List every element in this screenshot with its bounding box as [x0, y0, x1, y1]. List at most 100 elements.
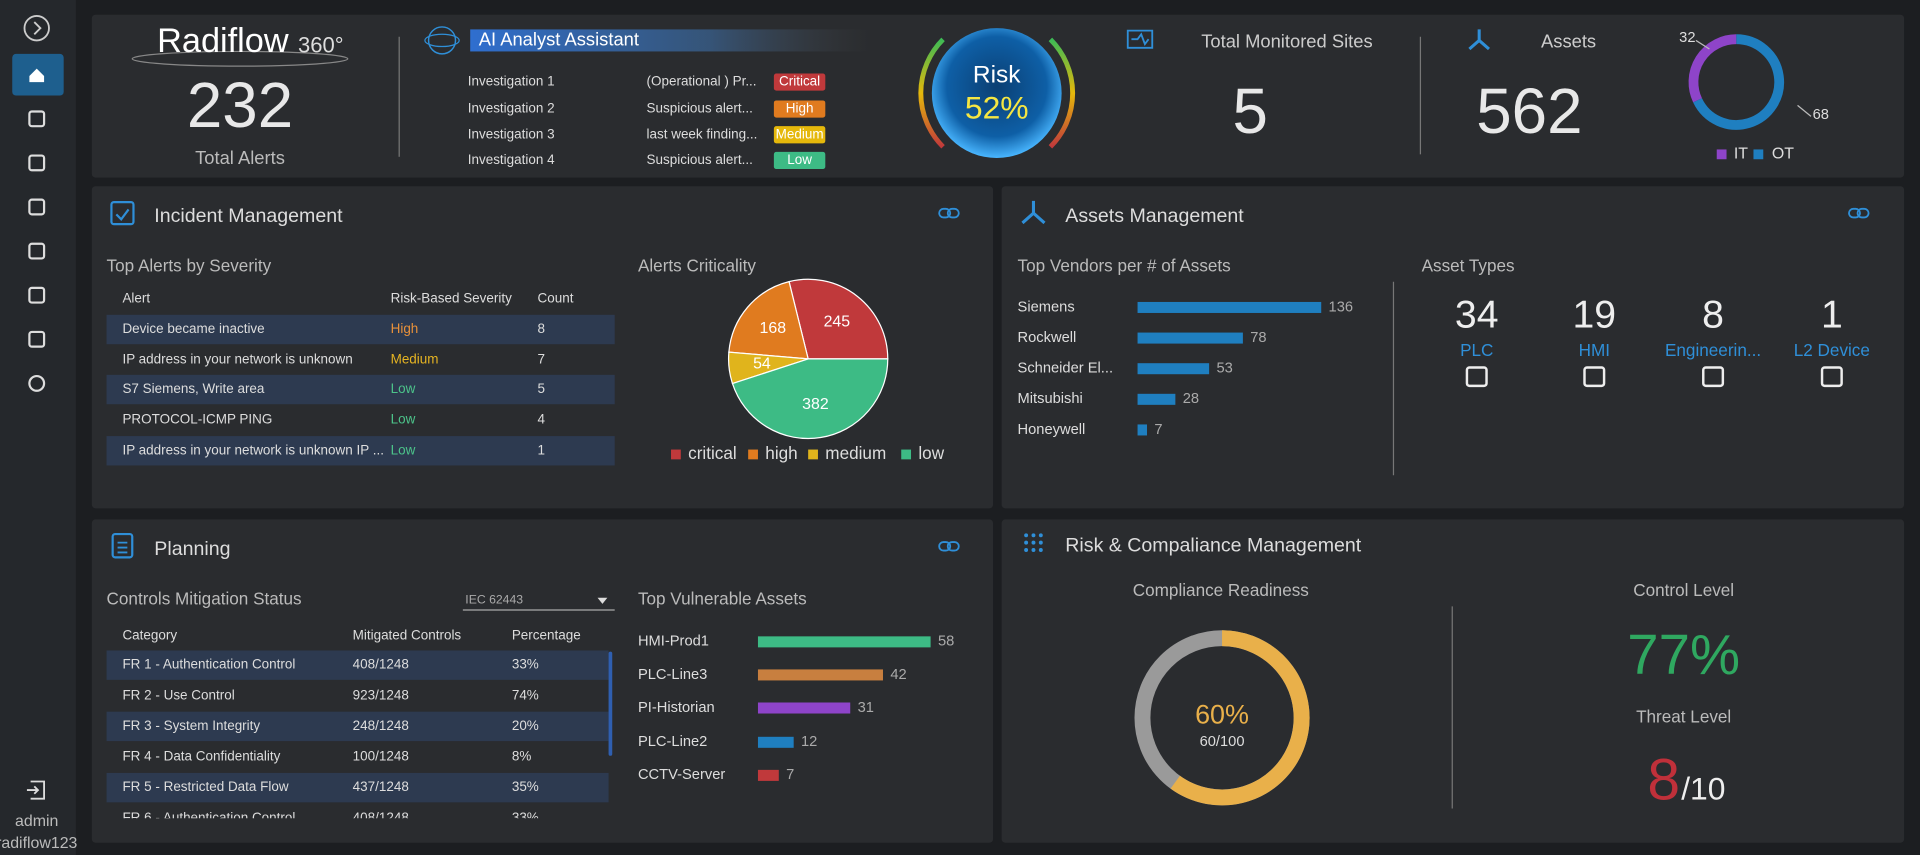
compliance-icon	[1024, 533, 1029, 538]
logo-swoosh	[131, 50, 349, 67]
link-icon[interactable]	[1856, 207, 1870, 219]
sites-value: 5	[1232, 76, 1267, 147]
nav-icon[interactable]	[28, 374, 46, 392]
logout-icon[interactable]	[26, 780, 45, 800]
readiness-value: 60%	[1195, 700, 1249, 730]
control-cell: 923/1248	[353, 687, 409, 702]
bar	[757, 636, 931, 648]
link-icon[interactable]	[938, 207, 952, 219]
logo: Radiflow	[157, 22, 289, 60]
row-background	[106, 650, 609, 680]
sites-label: Total Monitored Sites	[1201, 31, 1372, 52]
clipboard-icon	[111, 532, 134, 559]
control-cell: FR 6 - Authentication Control	[122, 810, 295, 825]
control-cell: 33%	[512, 810, 539, 825]
link-icon[interactable]	[1848, 207, 1861, 219]
compliance-icon	[1024, 548, 1029, 552]
bar	[757, 669, 883, 681]
alert-severity: Low	[391, 412, 416, 427]
row-background	[106, 374, 615, 405]
calendar-icon	[110, 201, 135, 226]
expand-button[interactable]	[23, 15, 50, 42]
asset-type-label: Engineerin...	[1665, 340, 1761, 360]
control-cell: 8%	[512, 749, 531, 764]
nav-icon[interactable]	[28, 242, 46, 260]
nav-icon[interactable]	[28, 198, 46, 216]
legend-swatch	[901, 449, 912, 460]
risk-label: Risk	[973, 61, 1021, 88]
nav-icon[interactable]	[28, 286, 46, 304]
bar-category-label: PLC-Line3	[638, 667, 707, 683]
legend-label: critical	[688, 443, 737, 463]
expand-arrow	[33, 21, 42, 35]
dropdown-arrow[interactable]	[597, 597, 608, 604]
section-title: Controls Mitigation Status	[107, 589, 302, 609]
control-cell: 408/1248	[353, 810, 409, 825]
sidebar	[0, 0, 76, 855]
column-header: Mitigated Controls	[353, 627, 462, 642]
control-cell: FR 3 - System Integrity	[122, 718, 260, 733]
compliance-icon	[1024, 540, 1029, 545]
bar-value-label: 42	[890, 667, 906, 683]
link-icon[interactable]	[946, 541, 960, 552]
alert-name: IP address in your network is unknown IP…	[122, 442, 383, 457]
severity-badge-text: Critical	[779, 74, 820, 89]
panel-title: Incident Management	[154, 205, 343, 227]
bar	[757, 736, 794, 748]
link-icon[interactable]	[938, 541, 952, 552]
nav-icon[interactable]	[28, 154, 46, 172]
panel-title: Risk & Compaliance Management	[1065, 534, 1361, 556]
section-title: Compliance Readiness	[1133, 580, 1309, 600]
row-background	[106, 436, 615, 466]
row-background	[106, 314, 615, 345]
column-header: Category	[122, 627, 177, 642]
alert-count: 1	[538, 442, 545, 457]
compliance-icon	[1038, 533, 1043, 538]
column-header: Count	[538, 290, 574, 305]
ai-title-bar	[470, 29, 870, 52]
risk-value: 52%	[965, 90, 1029, 126]
section-title: Top Vendors per # of Assets	[1018, 256, 1231, 276]
severity-badge	[773, 151, 826, 170]
assets-label: Assets	[1541, 31, 1596, 52]
bar-value-label: 7	[786, 767, 794, 783]
section-title: Alerts Criticality	[638, 256, 756, 276]
link-icon[interactable]	[946, 207, 960, 219]
ai-icon-orbit	[424, 33, 460, 48]
bar-value-label: 12	[801, 734, 817, 750]
alert-name: S7 Siemens, Write area	[122, 381, 264, 396]
investigation-summary: (Operational ) Pr...	[647, 74, 757, 89]
section-title: Top Alerts by Severity	[107, 256, 272, 276]
row-background	[106, 711, 609, 742]
asset-type-label: L2 Device	[1794, 340, 1870, 360]
control-level-label: Control Level	[1633, 580, 1734, 600]
alert-severity: Low	[391, 381, 416, 396]
control-cell: FR 4 - Data Confidentiality	[122, 749, 280, 764]
alert-name: IP address in your network is unknown	[122, 352, 352, 367]
threat-level-label: Threat Level	[1636, 706, 1731, 726]
investigation-name: Investigation 1	[468, 74, 555, 89]
asset-type-count: 1	[1821, 294, 1843, 337]
donut-label: 68	[1813, 107, 1829, 123]
pie-value-label: 54	[753, 355, 771, 372]
scrollbar[interactable]	[608, 651, 613, 756]
pie-slice	[788, 278, 889, 360]
bar	[1137, 332, 1243, 344]
investigation-name: Investigation 3	[468, 126, 555, 141]
severity-badge-text: Low	[787, 152, 812, 167]
section-title: Asset Types	[1422, 256, 1515, 276]
alert-count: 5	[538, 381, 545, 396]
compliance-icon	[1038, 540, 1043, 545]
leader-line	[1797, 104, 1812, 117]
bar-value-label: 28	[1183, 391, 1199, 407]
asset-type-icon	[1702, 366, 1725, 388]
nav-icon[interactable]	[28, 330, 46, 348]
nav-icon[interactable]	[28, 110, 46, 128]
bar-category-label: Mitsubishi	[1018, 391, 1083, 407]
control-cell: 33%	[512, 657, 539, 672]
alert-count: 8	[538, 321, 545, 336]
threat-level-scale: /10	[1681, 771, 1725, 807]
section-title: Top Vulnerable Assets	[638, 589, 807, 609]
asset-type-count: 34	[1455, 294, 1499, 337]
control-cell: 100/1248	[353, 749, 409, 764]
